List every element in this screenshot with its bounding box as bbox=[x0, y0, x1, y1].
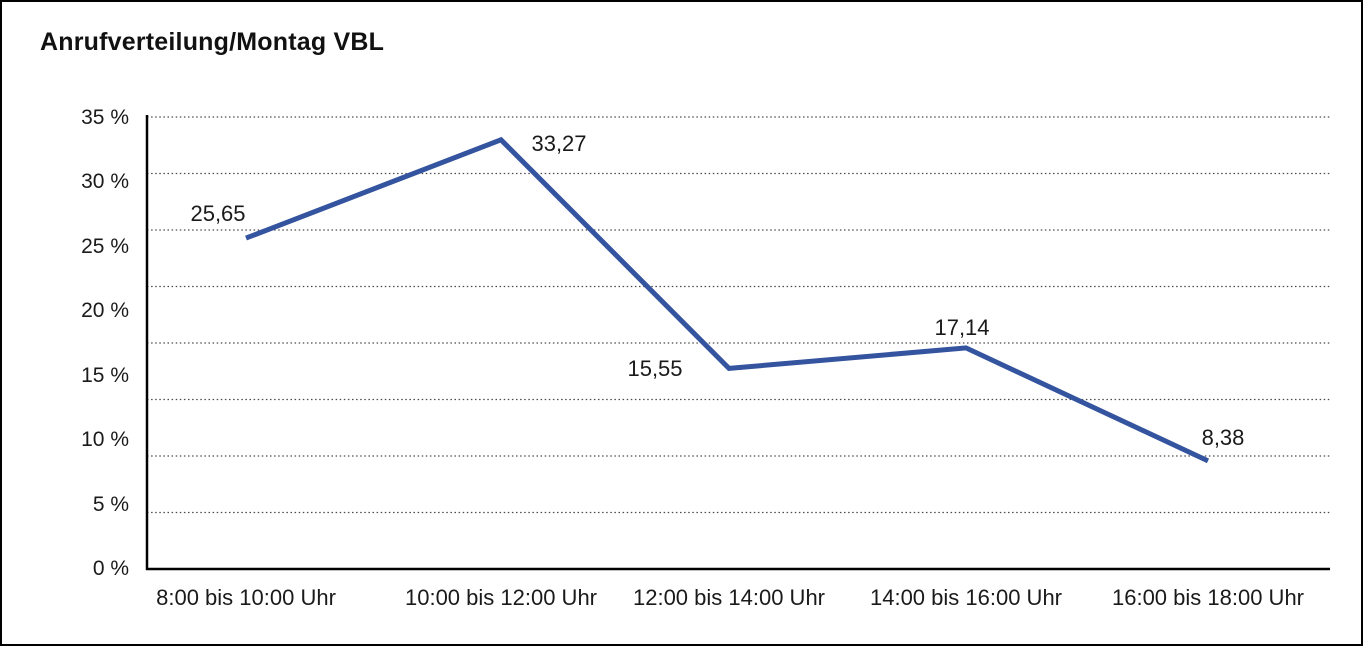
y-axis-tick-label: 35 % bbox=[81, 105, 129, 129]
x-axis-category-label: 10:00 bis 12:00 Uhr bbox=[404, 585, 598, 610]
y-axis-tick-label: 10 % bbox=[81, 428, 129, 451]
x-axis-category-label: 12:00 bis 14:00 Uhr bbox=[632, 585, 826, 610]
data-point-label: 8,38 bbox=[1201, 424, 1245, 450]
data-point-label: 15,55 bbox=[627, 356, 683, 382]
y-axis-tick-label: 30 % bbox=[81, 170, 129, 193]
y-axis-tick-label: 15 % bbox=[81, 363, 129, 387]
y-axis-tick-label: 0 % bbox=[92, 557, 129, 580]
data-point-label: 33,27 bbox=[531, 130, 587, 156]
x-axis-category-label: 14:00 bis 16:00 Uhr bbox=[869, 585, 1063, 610]
y-axis-tick-label: 25 % bbox=[81, 234, 129, 258]
x-axis-category-label: 16:00 bis 18:00 Uhr bbox=[1111, 585, 1305, 610]
data-point-label: 25,65 bbox=[190, 201, 246, 227]
y-axis-tick-label: 5 % bbox=[92, 492, 129, 516]
y-axis-tick-label: 20 % bbox=[81, 299, 129, 322]
data-point-label: 17,14 bbox=[934, 314, 990, 340]
data-line bbox=[245, 136, 1210, 464]
chart-title: Anrufverteilung/Montag VBL bbox=[40, 28, 385, 56]
x-axis-category-label: 8:00 bis 10:00 Uhr bbox=[156, 585, 336, 610]
